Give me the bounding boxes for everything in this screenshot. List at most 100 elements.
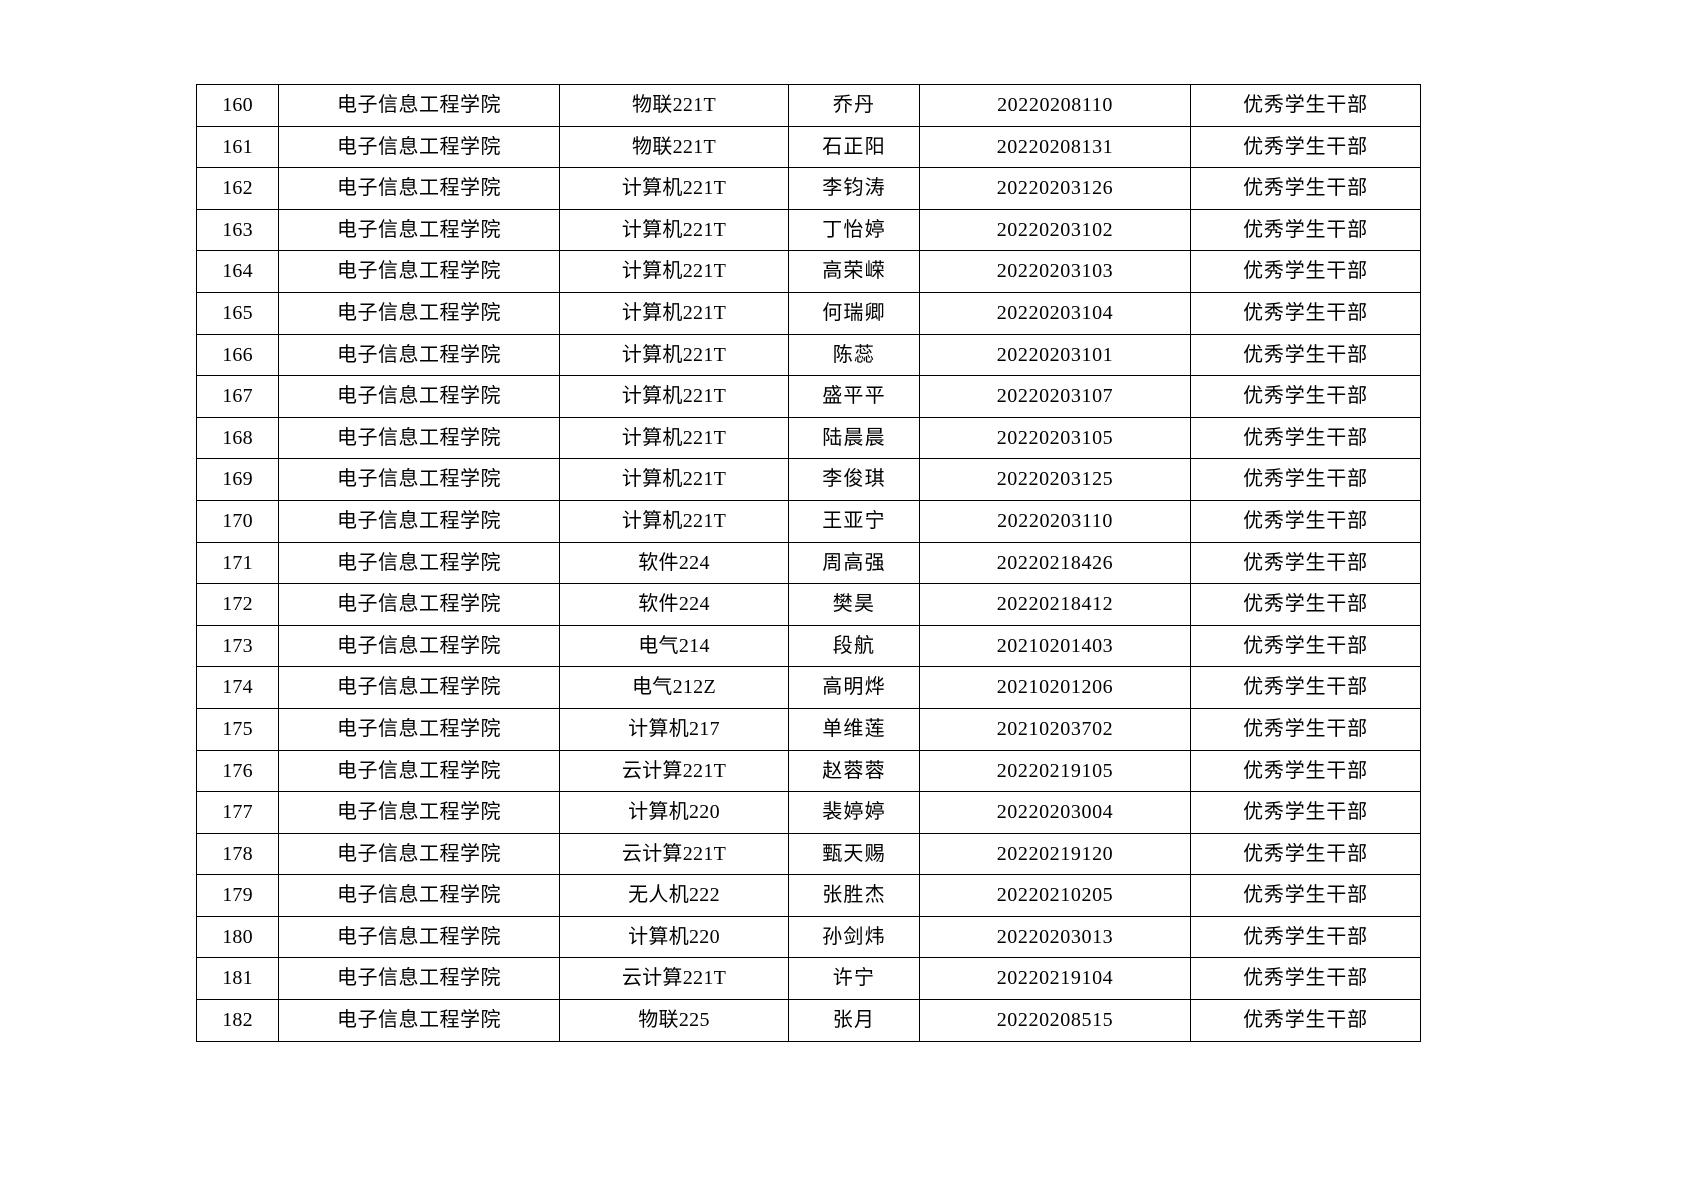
cell-index: 176 — [196, 749, 279, 793]
cell-sid: 20220203126 — [919, 167, 1191, 210]
cell-sid: 20220203004 — [919, 791, 1191, 834]
cell-college: 电子信息工程学院 — [278, 333, 560, 377]
cell-award: 优秀学生干部 — [1190, 957, 1421, 1001]
cell-name: 李俊琪 — [788, 458, 920, 501]
cell-index: 177 — [196, 791, 279, 834]
cell-award: 优秀学生干部 — [1190, 666, 1421, 709]
cell-class: 计算机221T — [559, 167, 789, 210]
cell-name: 盛平平 — [788, 375, 920, 418]
cell-college: 电子信息工程学院 — [278, 458, 560, 501]
cell-name: 何瑞卿 — [788, 291, 920, 335]
table-row: 169 电子信息工程学院 计算机221T 李俊琪 20220203125 优秀学生干部 — [196, 458, 1421, 501]
cell-class: 云计算221T — [559, 832, 789, 876]
table-row: 168 电子信息工程学院 计算机221T 陆晨晨 20220203105 优秀学生干部 — [196, 416, 1421, 460]
cell-award: 优秀学生干部 — [1190, 791, 1421, 834]
table-row: 174 电子信息工程学院 电气212Z 高明烨 20210201206 优秀学生干部 — [196, 666, 1421, 709]
cell-name: 陆晨晨 — [788, 416, 920, 460]
roster-table: 160 电子信息工程学院 物联221T 乔丹 20220208110 优秀学生干部 161 电… — [196, 84, 1421, 1042]
cell-class: 计算机220 — [559, 791, 789, 834]
cell-sid: 20220203102 — [919, 208, 1191, 252]
cell-class: 云计算221T — [559, 957, 789, 1001]
table-row: 172 电子信息工程学院 软件224 樊昊 20220218412 优秀学生干部 — [196, 583, 1421, 626]
cell-index: 166 — [196, 333, 279, 377]
cell-award: 优秀学生干部 — [1190, 624, 1421, 668]
cell-class: 软件224 — [559, 541, 789, 585]
cell-name: 段航 — [788, 624, 920, 668]
cell-sid: 20220203105 — [919, 416, 1191, 460]
cell-college: 电子信息工程学院 — [278, 125, 560, 169]
table-row: 179 电子信息工程学院 无人机222 张胜杰 20220210205 优秀学生干部 — [196, 874, 1421, 917]
cell-sid: 20220203107 — [919, 375, 1191, 418]
cell-sid: 20220219104 — [919, 957, 1191, 1001]
cell-college: 电子信息工程学院 — [278, 250, 560, 293]
cell-index: 167 — [196, 375, 279, 418]
cell-college: 电子信息工程学院 — [278, 375, 560, 418]
cell-college: 电子信息工程学院 — [278, 832, 560, 876]
table-row: 161 电子信息工程学院 物联221T 石正阳 20220208131 优秀学生干部 — [196, 125, 1421, 169]
cell-sid: 20220203110 — [919, 499, 1191, 543]
table-row: 170 电子信息工程学院 计算机221T 王亚宁 20220203110 优秀学生干部 — [196, 499, 1421, 543]
cell-class: 无人机222 — [559, 874, 789, 917]
table-row: 163 电子信息工程学院 计算机221T 丁怡婷 20220203102 优秀学生干部 — [196, 208, 1421, 252]
cell-class: 计算机221T — [559, 208, 789, 252]
cell-award: 优秀学生干部 — [1190, 208, 1421, 252]
roster-table-body: 160 电子信息工程学院 物联221T 乔丹 20220208110 优秀学生干部 161 电… — [196, 84, 1421, 1042]
cell-award: 优秀学生干部 — [1190, 167, 1421, 210]
table-row: 162 电子信息工程学院 计算机221T 李钧涛 20220203126 优秀学生干部 — [196, 167, 1421, 210]
cell-award: 优秀学生干部 — [1190, 291, 1421, 335]
cell-index: 178 — [196, 832, 279, 876]
cell-index: 168 — [196, 416, 279, 460]
cell-name: 王亚宁 — [788, 499, 920, 543]
cell-name: 赵蓉蓉 — [788, 749, 920, 793]
cell-sid: 20210203702 — [919, 707, 1191, 751]
cell-award: 优秀学生干部 — [1190, 250, 1421, 293]
cell-name: 乔丹 — [788, 84, 920, 127]
table-row: 177 电子信息工程学院 计算机220 裴婷婷 20220203004 优秀学生干部 — [196, 791, 1421, 834]
table-row: 160 电子信息工程学院 物联221T 乔丹 20220208110 优秀学生干部 — [196, 84, 1421, 127]
cell-college: 电子信息工程学院 — [278, 583, 560, 626]
cell-college: 电子信息工程学院 — [278, 749, 560, 793]
cell-college: 电子信息工程学院 — [278, 208, 560, 252]
cell-index: 160 — [196, 84, 279, 127]
table-row: 166 电子信息工程学院 计算机221T 陈蕊 20220203101 优秀学生干部 — [196, 333, 1421, 377]
cell-sid: 20220218412 — [919, 583, 1191, 626]
cell-class: 软件224 — [559, 583, 789, 626]
table-row: 164 电子信息工程学院 计算机221T 高荣嵘 20220203103 优秀学生干部 — [196, 250, 1421, 293]
cell-class: 物联221T — [559, 84, 789, 127]
cell-index: 163 — [196, 208, 279, 252]
cell-college: 电子信息工程学院 — [278, 499, 560, 543]
cell-class: 计算机220 — [559, 915, 789, 959]
table-row: 180 电子信息工程学院 计算机220 孙剑炜 20220203013 优秀学生干部 — [196, 915, 1421, 959]
cell-award: 优秀学生干部 — [1190, 583, 1421, 626]
cell-sid: 20220210205 — [919, 874, 1191, 917]
cell-index: 175 — [196, 707, 279, 751]
cell-index: 162 — [196, 167, 279, 210]
cell-college: 电子信息工程学院 — [278, 624, 560, 668]
cell-name: 张胜杰 — [788, 874, 920, 917]
cell-index: 181 — [196, 957, 279, 1001]
cell-name: 李钧涛 — [788, 167, 920, 210]
cell-name: 高荣嵘 — [788, 250, 920, 293]
cell-sid: 20220208131 — [919, 125, 1191, 169]
cell-class: 计算机221T — [559, 499, 789, 543]
table-row: 175 电子信息工程学院 计算机217 单维莲 20210203702 优秀学生干部 — [196, 707, 1421, 751]
cell-sid: 20210201206 — [919, 666, 1191, 709]
cell-award: 优秀学生干部 — [1190, 416, 1421, 460]
cell-college: 电子信息工程学院 — [278, 957, 560, 1001]
cell-index: 172 — [196, 583, 279, 626]
cell-college: 电子信息工程学院 — [278, 707, 560, 751]
cell-class: 计算机221T — [559, 250, 789, 293]
cell-award: 优秀学生干部 — [1190, 874, 1421, 917]
table-row: 173 电子信息工程学院 电气214 段航 20210201403 优秀学生干部 — [196, 624, 1421, 668]
cell-college: 电子信息工程学院 — [278, 791, 560, 834]
cell-award: 优秀学生干部 — [1190, 84, 1421, 127]
cell-award: 优秀学生干部 — [1190, 499, 1421, 543]
table-row: 167 电子信息工程学院 计算机221T 盛平平 20220203107 优秀学生干部 — [196, 375, 1421, 418]
table-row: 182 电子信息工程学院 物联225 张月 20220208515 优秀学生干部 — [196, 999, 1421, 1042]
cell-college: 电子信息工程学院 — [278, 416, 560, 460]
table-row: 165 电子信息工程学院 计算机221T 何瑞卿 20220203104 优秀学生干部 — [196, 291, 1421, 335]
cell-sid: 20220208515 — [919, 999, 1191, 1042]
cell-index: 161 — [196, 125, 279, 169]
table-row: 181 电子信息工程学院 云计算221T 许宁 20220219104 优秀学生干部 — [196, 957, 1421, 1001]
cell-name: 陈蕊 — [788, 333, 920, 377]
